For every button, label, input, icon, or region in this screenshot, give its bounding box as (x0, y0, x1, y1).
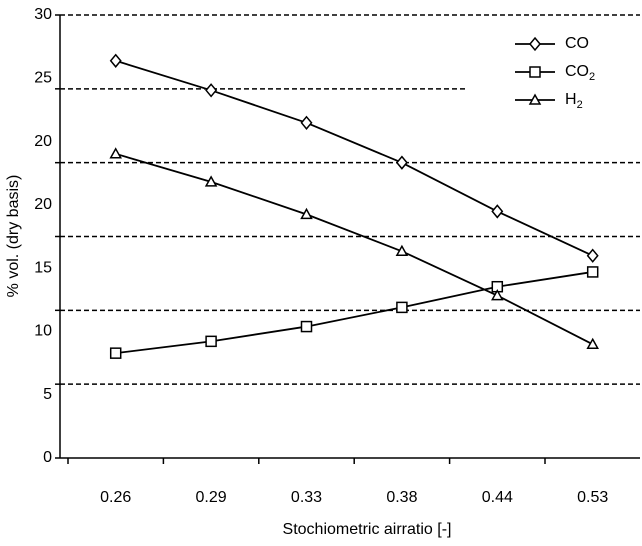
x-tick-label: 0.33 (291, 489, 322, 506)
y-tick-label: 15 (34, 259, 52, 276)
marker (300, 320, 313, 333)
x-tick-label: 0.44 (482, 489, 513, 506)
marker (395, 244, 409, 257)
y-tick-label: 30 (34, 6, 52, 23)
marker (491, 289, 504, 301)
x-tick-label: 0.26 (100, 489, 131, 506)
legend-label: H2 (565, 91, 583, 111)
marker (586, 266, 599, 278)
y-tick-label: 25 (34, 70, 52, 87)
marker (586, 248, 599, 263)
x-tick-label: 0.53 (577, 489, 608, 506)
marker (205, 83, 218, 98)
series-line (115, 59, 594, 257)
marker (529, 36, 541, 52)
y-tick-label: 0 (43, 449, 52, 466)
marker (491, 204, 504, 219)
marker (109, 147, 122, 159)
x-axis-label: Stochiometric airratio [-] (283, 521, 452, 538)
marker (528, 93, 542, 105)
y-tick-label: 20 (34, 196, 52, 213)
marker (586, 337, 599, 350)
series-line (115, 271, 593, 355)
y-tick-label: 5 (43, 386, 52, 403)
marker (204, 175, 218, 187)
marker (109, 53, 122, 68)
x-tick-label: 0.38 (386, 489, 417, 506)
marker (395, 155, 408, 170)
marker (396, 301, 408, 314)
marker (300, 115, 313, 130)
y-tick-label: 10 (34, 323, 52, 340)
marker (205, 335, 217, 348)
y-axis-label: % vol. (dry basis) (5, 175, 22, 298)
legend-label: CO (565, 35, 589, 52)
marker (109, 347, 122, 359)
legend-label: CO2 (565, 63, 595, 83)
marker (300, 207, 313, 220)
marker (529, 66, 541, 78)
y-tick-label: 20 (34, 133, 52, 150)
series-line (115, 152, 594, 346)
x-tick-label: 0.29 (196, 489, 227, 506)
